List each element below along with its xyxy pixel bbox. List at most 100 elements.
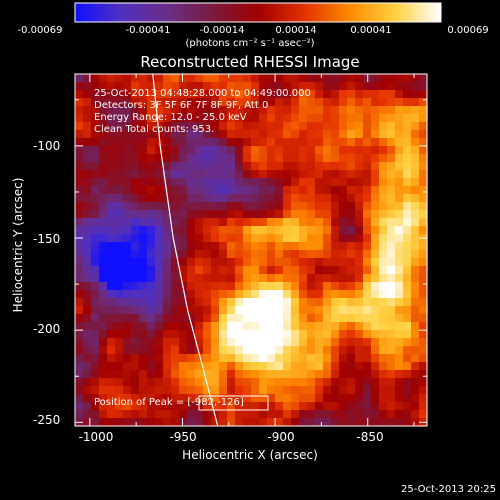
heatmap-cell	[115, 266, 124, 275]
heatmap-cell	[419, 274, 428, 283]
heatmap-cell	[227, 146, 236, 155]
heatmap-cell	[307, 82, 316, 91]
heatmap-cell	[323, 178, 332, 187]
heatmap-cell	[187, 162, 196, 171]
heatmap-cell	[371, 138, 380, 147]
heatmap-cell	[419, 162, 428, 171]
heatmap-cell	[211, 210, 220, 219]
heatmap-cell	[211, 138, 220, 147]
heatmap-cell	[355, 250, 364, 259]
heatmap-cell	[251, 306, 260, 315]
heatmap-cell	[83, 210, 92, 219]
heatmap-cell	[211, 234, 220, 243]
heatmap-cell	[243, 266, 252, 275]
heatmap-cell	[299, 162, 308, 171]
heatmap-cell	[347, 378, 356, 387]
heatmap-cell	[163, 274, 172, 283]
info-time-range: 25-Oct-2013 04:48:28.000 to 04:49:00.000	[94, 88, 311, 99]
heatmap-cell	[395, 82, 404, 91]
heatmap-cell	[131, 146, 140, 155]
heatmap-cell	[171, 298, 180, 307]
heatmap-cell	[107, 394, 116, 403]
heatmap-cell	[163, 258, 172, 267]
heatmap-cell	[299, 266, 308, 275]
heatmap-cell	[155, 146, 164, 155]
heatmap-cell	[155, 98, 164, 107]
heatmap-cell	[323, 98, 332, 107]
heatmap-cell	[339, 354, 348, 363]
heatmap-cell	[235, 314, 244, 323]
heatmap-cell	[259, 250, 268, 259]
heatmap-cell	[115, 322, 124, 331]
heatmap-cell	[83, 354, 92, 363]
heatmap-cell	[355, 266, 364, 275]
heatmap-cell	[283, 290, 292, 299]
heatmap-cell	[195, 114, 204, 123]
heatmap-cell	[371, 418, 380, 427]
heatmap-cell	[315, 178, 324, 187]
heatmap-cell	[155, 298, 164, 307]
heatmap-cell	[187, 410, 196, 419]
heatmap-cell	[403, 250, 412, 259]
heatmap-cell	[147, 402, 156, 411]
heatmap-cell	[171, 226, 180, 235]
heatmap-cell	[419, 370, 428, 379]
heatmap-cell	[347, 370, 356, 379]
heatmap-cell	[395, 290, 404, 299]
heatmap-cell	[235, 218, 244, 227]
heatmap-cell	[131, 274, 140, 283]
heatmap-cell	[267, 370, 276, 379]
heatmap-cell	[171, 74, 180, 83]
heatmap-cell	[179, 178, 188, 187]
heatmap-cell	[379, 314, 388, 323]
heatmap-cell	[339, 282, 348, 291]
heatmap-cell	[267, 346, 276, 355]
heatmap-cell	[131, 314, 140, 323]
heatmap-cell	[307, 306, 316, 315]
heatmap-cell	[203, 162, 212, 171]
heatmap-cell	[171, 282, 180, 291]
heatmap-cell	[315, 378, 324, 387]
heatmap-cell	[155, 306, 164, 315]
colorbar-tick: 0.00014	[275, 25, 317, 36]
heatmap-cell	[91, 346, 100, 355]
heatmap-cell	[163, 106, 172, 115]
heatmap-cell	[115, 234, 124, 243]
heatmap-cell	[179, 210, 188, 219]
heatmap-cell	[219, 418, 228, 427]
heatmap-cell	[107, 154, 116, 163]
heatmap-cell	[139, 338, 148, 347]
heatmap-cell	[75, 386, 84, 395]
heatmap-cell	[139, 386, 148, 395]
heatmap-cell	[275, 74, 284, 83]
heatmap-cell	[259, 234, 268, 243]
heatmap-cell	[107, 162, 116, 171]
heatmap-cell	[91, 98, 100, 107]
heatmap-cell	[91, 362, 100, 371]
heatmap-cell	[243, 410, 252, 419]
heatmap-cell	[203, 418, 212, 427]
heatmap-cell	[163, 138, 172, 147]
heatmap-cell	[259, 290, 268, 299]
heatmap-cell	[75, 394, 84, 403]
heatmap-cell	[355, 298, 364, 307]
heatmap-cell	[371, 402, 380, 411]
heatmap-cell	[283, 314, 292, 323]
heatmap-cell	[107, 114, 116, 123]
heatmap-cell	[155, 418, 164, 427]
heatmap-cell	[403, 290, 412, 299]
heatmap-cell	[99, 186, 108, 195]
heatmap-cell	[299, 146, 308, 155]
heatmap-cell	[163, 378, 172, 387]
heatmap-cell	[187, 90, 196, 99]
heatmap-cell	[219, 386, 228, 395]
heatmap-cell	[363, 194, 372, 203]
heatmap-cell	[107, 218, 116, 227]
heatmap-cell	[195, 306, 204, 315]
heatmap-cell	[395, 226, 404, 235]
heatmap-cell	[259, 306, 268, 315]
heatmap-cell	[139, 322, 148, 331]
heatmap-cell	[243, 370, 252, 379]
heatmap-cell	[75, 266, 84, 275]
heatmap-cell	[323, 314, 332, 323]
